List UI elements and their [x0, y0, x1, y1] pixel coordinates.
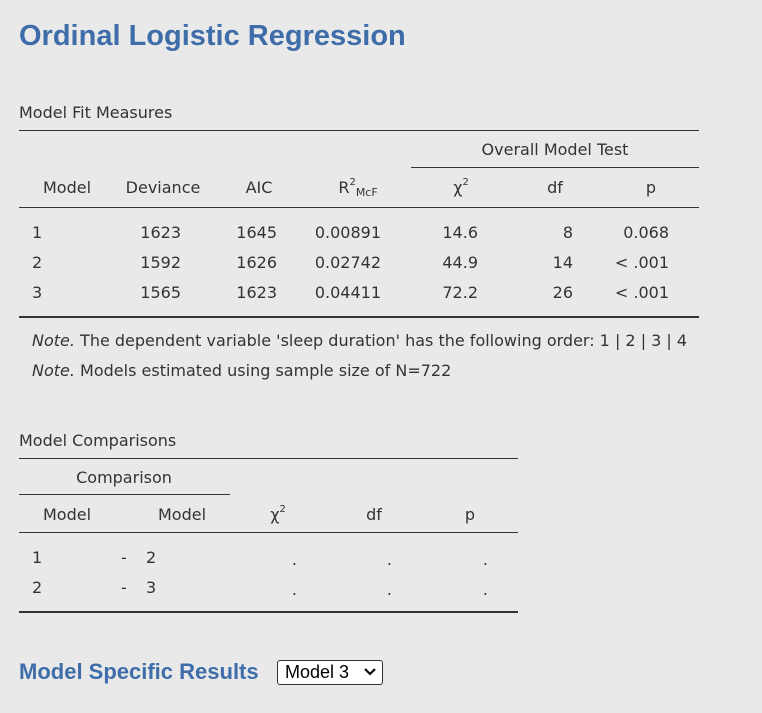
fit-row-3-df: 26 [552, 283, 573, 302]
col-header-model: Model [42, 178, 92, 197]
page-title: Ordinal Logistic Regression [19, 20, 406, 52]
cmp-row-1-df: . [386, 550, 392, 569]
cmp-col-header-model-a: Model [42, 505, 92, 524]
comparisons-bottom-rule [19, 611, 518, 613]
cmp-row-2-df: . [386, 580, 392, 599]
fit-row-1-df: 8 [562, 223, 573, 242]
model-select-dropdown[interactable]: Model 3 [277, 660, 383, 685]
fit-top-rule [19, 130, 699, 131]
fit-row-2-model: 2 [32, 253, 43, 272]
fit-row-2-p: < .001 [614, 253, 669, 272]
cmp-row-2-chi: . [291, 580, 297, 599]
comparison-group-rule [19, 494, 230, 495]
comparisons-section-title: Model Comparisons [19, 431, 177, 450]
fit-row-2-deviance: 1592 [140, 253, 181, 272]
fit-row-2-aic: 1626 [236, 253, 277, 272]
fit-section-title: Model Fit Measures [19, 103, 173, 122]
cmp-row-1-model-a: 1 [32, 548, 43, 567]
col-header-df: df [547, 178, 563, 197]
fit-row-2-r2: 0.02742 [314, 253, 381, 272]
fit-row-3-aic: 1623 [236, 283, 277, 302]
cmp-row-2-model-b: 3 [146, 578, 157, 597]
fit-bottom-rule [19, 316, 699, 318]
fit-row-3-r2: 0.04411 [314, 283, 381, 302]
overall-group-rule [411, 167, 699, 168]
comparisons-top-rule [19, 458, 518, 459]
cmp-row-2-dash: - [121, 578, 127, 597]
fit-row-3-p: < .001 [614, 283, 669, 302]
fit-row-3-chi: 72.2 [442, 283, 478, 302]
cmp-col-header-df: df [366, 505, 382, 524]
fit-header-rule [19, 207, 699, 208]
col-header-deviance: Deviance [125, 178, 201, 197]
col-header-p: p [645, 178, 657, 197]
cmp-row-1-chi: . [291, 550, 297, 569]
cmp-col-header-p: p [464, 505, 476, 524]
cmp-col-header-model-b: Model [157, 505, 207, 524]
comparison-group-header: Comparison [76, 468, 172, 487]
fit-row-2-df: 14 [552, 253, 573, 272]
comparisons-header-rule [19, 532, 518, 533]
overall-model-test-header: Overall Model Test [481, 140, 629, 159]
fit-row-1-deviance: 1623 [140, 223, 181, 242]
model-specific-results-title: Model Specific Results [19, 659, 259, 684]
model-select-value: Model 3 [285, 662, 350, 682]
cmp-row-1-p: . [482, 550, 488, 569]
cmp-col-header-chi-square: χ2 [270, 504, 286, 524]
cmp-row-1-dash: - [121, 548, 127, 567]
fit-row-3-deviance: 1565 [140, 283, 181, 302]
fit-row-1-aic: 1645 [236, 223, 277, 242]
col-header-r2: R2McF [338, 177, 378, 199]
fit-row-1-chi: 14.6 [442, 223, 478, 242]
cmp-row-1-model-b: 2 [146, 548, 157, 567]
fit-note-2: Note. Models estimated using sample size… [32, 361, 452, 380]
cmp-row-2-p: . [482, 580, 488, 599]
cmp-row-2-model-a: 2 [32, 578, 43, 597]
fit-row-2-chi: 44.9 [442, 253, 478, 272]
fit-row-1-model: 1 [32, 223, 43, 242]
col-header-aic: AIC [245, 178, 273, 197]
fit-row-1-p: 0.068 [623, 223, 669, 242]
col-header-chi-square: χ2 [453, 177, 469, 197]
fit-row-3-model: 3 [32, 283, 43, 302]
chevron-down-icon [364, 668, 376, 676]
fit-note-1: Note. The dependent variable 'sleep dura… [32, 331, 688, 350]
fit-row-1-r2: 0.00891 [314, 223, 381, 242]
